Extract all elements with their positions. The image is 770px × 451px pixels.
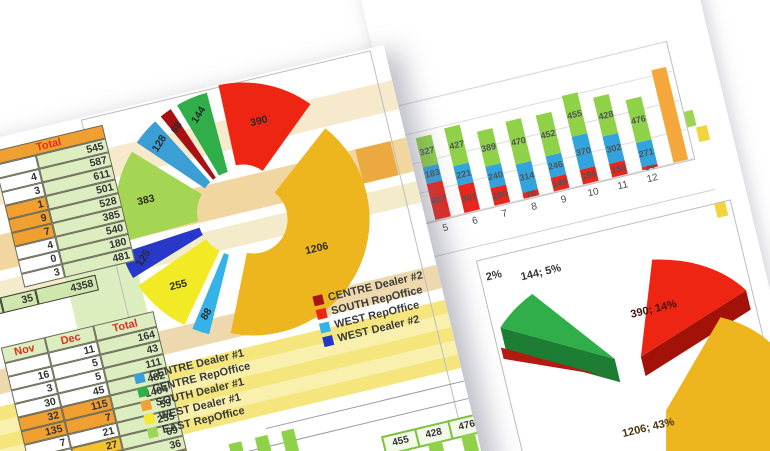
pie3d-label: 144; 5% [520, 262, 563, 283]
x-axis-tick-label: 7 [500, 208, 509, 221]
x-axis-tick-label: 10 [586, 186, 601, 200]
legend-color-swatch [143, 412, 156, 426]
x-axis-tick-label: 8 [530, 201, 539, 213]
back-sheet: 407 183 327 301 221 427 200 240 389 70 314 470 149 24… [346, 0, 770, 451]
pie3d-slice-red [640, 259, 747, 357]
pie3d-slice-darkred [481, 343, 600, 375]
legend-color-swatch [318, 321, 332, 334]
pie-slice-label: 383 [136, 192, 156, 208]
pie-slice [218, 82, 311, 171]
pie-slice-label: 390 [249, 113, 269, 129]
pie3d-red-wall [640, 290, 751, 377]
pie-slice-label: 1206 [304, 240, 330, 257]
callout-bar [427, 440, 450, 451]
pie3d-label: 2% [485, 268, 503, 283]
x-axis-tick-label: 6 [471, 215, 480, 228]
pie-slice [136, 121, 211, 189]
pie-slice-label: 68 [168, 119, 184, 135]
legend-color-swatch [133, 372, 146, 385]
pie3d-slice-gold [665, 317, 770, 451]
pie-slice-label: 255 [168, 277, 188, 293]
pie-slice [230, 128, 370, 336]
front-sheet: 390 1206 88 255 125 383 128 68 144 Total 545 4 587 3… [0, 44, 485, 451]
pie-slice [177, 92, 228, 176]
x-axis-tick-label: 5 [441, 222, 450, 235]
x-axis-tick-label: 11 [616, 179, 630, 193]
pie3d-slice-green [500, 294, 615, 359]
pie-slice [192, 253, 229, 335]
legend-color-swatch [312, 294, 325, 307]
legend-color-swatch [322, 335, 335, 348]
pie3d-green-wall [500, 327, 621, 383]
pie-slice-label: 88 [198, 306, 214, 322]
pie-slice [115, 151, 202, 244]
legend-color-swatch [146, 426, 159, 439]
legend-color-swatch [315, 307, 328, 320]
x-axis-tick-label: 9 [559, 193, 568, 206]
pie-slice [160, 109, 216, 180]
pie3d-chart: 2% 144; 5% 390; 14% 1206; 43% [481, 259, 770, 451]
pie3d-darkred-wall [481, 343, 495, 390]
pie-slice [121, 227, 203, 279]
legend-color-swatch [140, 399, 153, 412]
legend-color-swatch [136, 385, 149, 398]
page-edge-mark [695, 124, 711, 143]
pie-slice [138, 239, 220, 325]
